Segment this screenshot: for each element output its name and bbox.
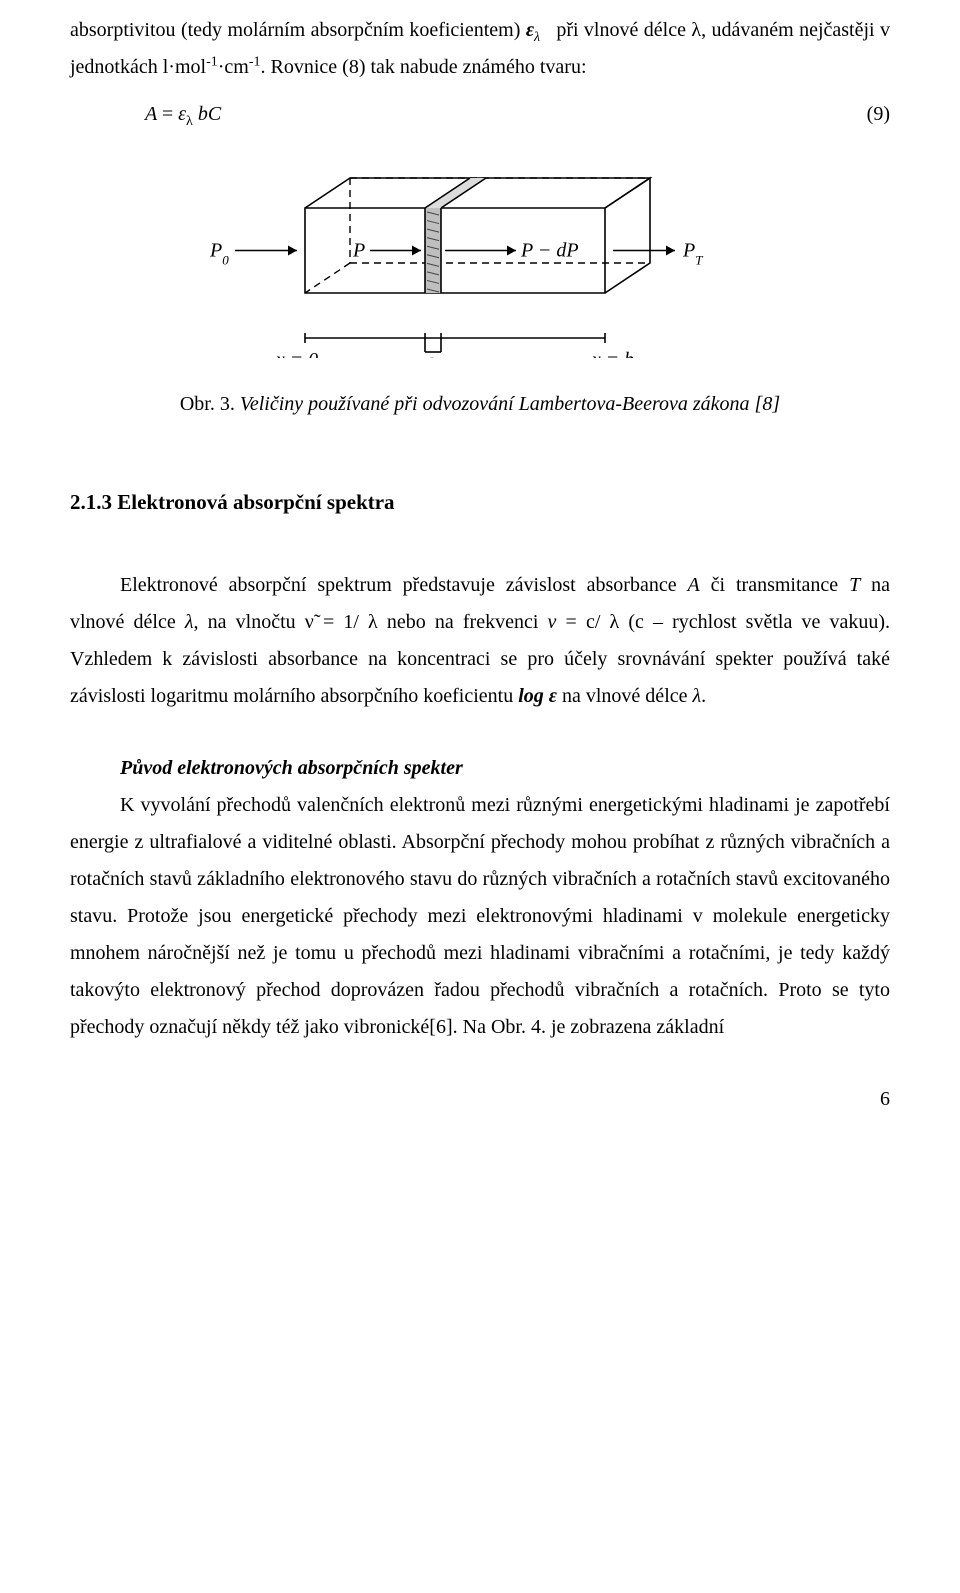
equation-number: (9): [830, 96, 890, 133]
lambert-beer-diagram-icon: P0 P P − dP PT x = 0 x = b dx: [200, 158, 760, 358]
subheading-origin: Původ elektronových absorpčních spekter: [120, 750, 890, 787]
svg-text:P: P: [352, 240, 365, 262]
equation-body: A = ελ bC: [70, 96, 830, 133]
figure-3: P0 P P − dP PT x = 0 x = b dx: [70, 158, 890, 371]
section-2-1-3-title: 2.1.3 Elektronová absorpční spektra: [70, 483, 890, 522]
paragraph-spectra: Elektronové absorpční spektrum představu…: [70, 567, 890, 715]
page-number: 6: [70, 1081, 890, 1118]
svg-text:x = 0: x = 0: [275, 349, 318, 358]
svg-text:PT: PT: [682, 240, 703, 268]
equation-9: A = ελ bC (9): [70, 96, 890, 133]
svg-text:dx: dx: [424, 355, 443, 358]
paragraph-intro: absorptivitou (tedy molárním absorpčním …: [70, 12, 890, 86]
svg-text:P − dP: P − dP: [520, 240, 579, 262]
figure-3-caption: Obr. 3. Veličiny používané při odvozován…: [70, 386, 890, 423]
svg-text:x = b: x = b: [591, 349, 634, 358]
svg-text:P0: P0: [209, 240, 229, 268]
paragraph-origin: K vyvolání přechodů valenčních elektronů…: [70, 787, 890, 1046]
